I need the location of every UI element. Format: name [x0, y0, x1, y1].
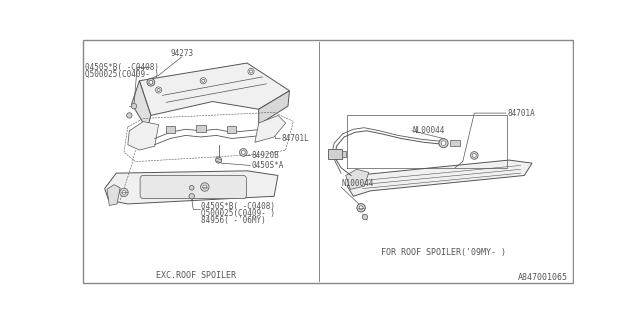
Circle shape: [441, 141, 446, 145]
Circle shape: [189, 186, 194, 190]
Polygon shape: [107, 185, 120, 205]
Polygon shape: [128, 122, 159, 150]
Circle shape: [250, 70, 253, 73]
Circle shape: [189, 194, 195, 199]
Text: Q500025(C0409- ): Q500025(C0409- ): [201, 209, 275, 218]
Polygon shape: [259, 91, 289, 124]
Circle shape: [157, 88, 160, 92]
FancyBboxPatch shape: [140, 175, 246, 198]
Text: 84701L: 84701L: [281, 134, 308, 143]
Circle shape: [127, 113, 132, 118]
Circle shape: [200, 78, 206, 84]
Text: Q500025(C0409- ): Q500025(C0409- ): [86, 70, 159, 79]
Bar: [196, 124, 205, 132]
Circle shape: [472, 154, 476, 157]
Text: NL00044: NL00044: [413, 126, 445, 135]
Text: 84956( -'06MY): 84956( -'06MY): [201, 216, 266, 225]
Text: 94273: 94273: [170, 49, 193, 58]
Text: FOR ROOF SPOILER('09MY- ): FOR ROOF SPOILER('09MY- ): [381, 248, 506, 257]
Circle shape: [200, 183, 209, 191]
Polygon shape: [140, 63, 289, 116]
Circle shape: [147, 78, 155, 86]
Circle shape: [357, 204, 365, 212]
Bar: [342, 151, 346, 157]
Text: A847001065: A847001065: [518, 273, 568, 282]
Bar: [166, 126, 175, 133]
Circle shape: [203, 185, 207, 189]
Circle shape: [122, 190, 126, 194]
Circle shape: [241, 150, 245, 154]
Circle shape: [362, 214, 367, 220]
Circle shape: [149, 80, 153, 84]
Circle shape: [239, 148, 247, 156]
Circle shape: [470, 152, 478, 159]
Text: N100044: N100044: [341, 179, 374, 188]
Bar: [227, 126, 236, 133]
Polygon shape: [346, 169, 369, 189]
Polygon shape: [255, 116, 285, 142]
Text: 0450S*B( -C0408): 0450S*B( -C0408): [201, 202, 275, 211]
Polygon shape: [105, 171, 278, 204]
Text: 84701A: 84701A: [508, 108, 535, 117]
Text: 0450S*A: 0450S*A: [251, 161, 284, 170]
Circle shape: [156, 87, 162, 93]
Text: EXC.ROOF SPOILER: EXC.ROOF SPOILER: [156, 271, 236, 280]
Bar: [450, 140, 460, 146]
Circle shape: [248, 68, 254, 75]
Bar: [328, 149, 342, 158]
Circle shape: [120, 188, 128, 196]
Circle shape: [359, 206, 363, 210]
Circle shape: [131, 103, 137, 109]
Text: 0450S*B( -C0408): 0450S*B( -C0408): [86, 63, 159, 72]
Text: 84920B: 84920B: [251, 151, 279, 160]
Polygon shape: [132, 81, 151, 129]
Polygon shape: [348, 160, 532, 196]
Circle shape: [216, 157, 221, 163]
Circle shape: [202, 79, 205, 82]
Circle shape: [439, 139, 448, 148]
